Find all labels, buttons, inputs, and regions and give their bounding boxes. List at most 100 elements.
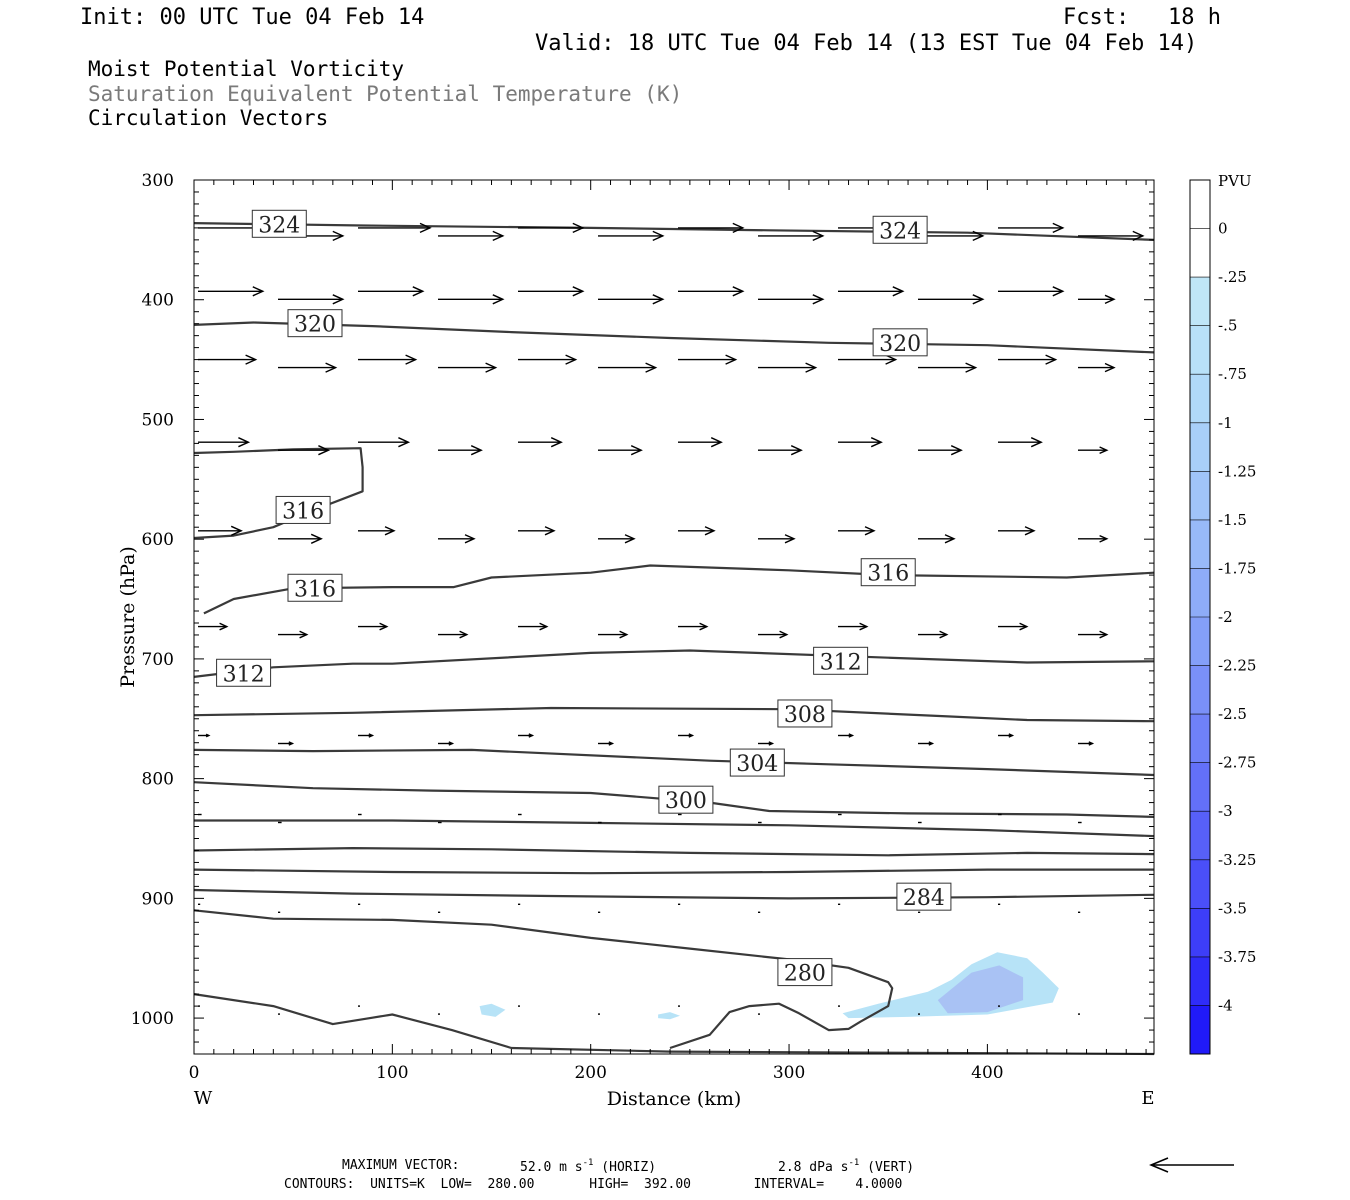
circulation-vector: [678, 354, 738, 365]
vector-head: [1132, 230, 1145, 242]
vector-head: [419, 222, 432, 234]
vector-head: [539, 622, 549, 631]
colorbar-label: -3.25: [1218, 851, 1256, 869]
colorbar-label: -1.5: [1218, 511, 1247, 529]
circulation-vector: [198, 437, 251, 448]
circulation-vector: [278, 445, 331, 456]
vector-head: [812, 294, 825, 305]
circulation-vector: [438, 741, 455, 746]
contour-label: 316: [275, 495, 331, 524]
contour-label-text: 320: [294, 313, 336, 338]
contour-label-box: [896, 882, 952, 911]
contour-label-box: [860, 558, 916, 587]
circulation-vector: [1078, 630, 1109, 639]
circulation-vector: [198, 354, 258, 365]
vector-head: [1088, 741, 1095, 746]
circulation-vector: [758, 534, 796, 544]
circulation-vector: [358, 526, 396, 536]
contour-label-box: [251, 209, 307, 238]
circulation-vector: [358, 286, 425, 297]
vector-head: [492, 230, 505, 242]
colorbar-swatch: [1190, 859, 1210, 909]
vector-head: [310, 533, 323, 544]
theta-es-contour-324: [193, 222, 1155, 241]
circulation-vector: [198, 525, 243, 536]
circulation-vector: [918, 294, 985, 305]
circulation-vector: [358, 354, 418, 365]
contour-label-box: [872, 215, 928, 244]
x-end-label-west: W: [194, 1088, 213, 1109]
vector-head: [1045, 354, 1058, 365]
theta-es-contour-296: [194, 819, 1155, 838]
circulation-vector: [678, 286, 745, 297]
circulation-vector: [918, 534, 956, 544]
colorbar-label: -2: [1218, 608, 1233, 626]
contour-label-text: 280: [784, 962, 826, 987]
vector-head: [405, 354, 418, 365]
colorbar-swatch: [1190, 956, 1210, 1006]
colorbar-swatch: [1190, 180, 1210, 229]
circulation-vector: [758, 362, 818, 373]
vector-head: [624, 534, 636, 544]
vector-head: [448, 741, 455, 746]
colorbar-label: -1.25: [1218, 462, 1256, 480]
contour-label: 324: [872, 215, 928, 244]
contour-label-text: 284: [903, 886, 945, 911]
circulation-vector: [918, 445, 963, 456]
vector-head: [784, 534, 796, 544]
plot-frame: [193, 179, 1155, 1055]
x-tick-label: 400: [971, 1063, 1003, 1083]
contour-label-text: 300: [665, 789, 707, 814]
colorbar-label: -.75: [1218, 365, 1247, 383]
circulation-vector: [838, 526, 876, 536]
valid-time: Valid: 18 UTC Tue 04 Feb 14 (13 EST Tue …: [535, 31, 1198, 56]
vector-head: [652, 230, 665, 242]
vector-head: [1099, 446, 1109, 455]
max-vector-vert-value: 2.8 dPa s: [778, 1160, 849, 1175]
vector-head: [565, 354, 578, 365]
y-tick-label: 400: [142, 291, 174, 311]
y-tick-label: 700: [142, 650, 174, 670]
colorbar-swatch: [1190, 762, 1210, 812]
colorbar-swatch: [1190, 325, 1210, 375]
colorbar-swatch: [1190, 1005, 1210, 1054]
circulation-vector: [518, 622, 549, 631]
vector-head: [1104, 362, 1116, 373]
colorbar-swatch: [1190, 714, 1210, 763]
circulation-vector: [278, 741, 295, 746]
circulation-vector: [918, 630, 949, 639]
circulation-vector: [998, 437, 1043, 448]
circulation-vector: [918, 230, 985, 242]
circulation-vector: [358, 733, 375, 738]
colorbar-label: -2.5: [1218, 705, 1247, 723]
vector-head: [379, 622, 389, 631]
contour-label-box: [287, 573, 343, 602]
vector-head: [332, 294, 345, 305]
contour-label: 284: [896, 882, 952, 911]
contour-label-text: 316: [282, 499, 324, 524]
circulation-vector: [1078, 446, 1109, 455]
pv-shade-region: [479, 1003, 506, 1017]
theta-es-contour-288: [193, 868, 1154, 875]
theta-es-contour-316: [203, 564, 1155, 615]
circulation-vector: [518, 222, 585, 234]
vector-head: [544, 526, 556, 536]
vector-head: [950, 445, 963, 456]
contour-label: 300: [658, 785, 714, 814]
circulation-vector: [358, 622, 389, 631]
contour-label-box: [729, 748, 785, 777]
colorbar-swatch: [1190, 374, 1210, 423]
contour-label: 316: [287, 573, 343, 602]
theta-es-contour-312: [193, 649, 1155, 678]
vector-head: [805, 362, 818, 373]
x-axis-label: Distance (km): [607, 1088, 742, 1110]
circulation-vector: [758, 445, 803, 456]
circulation-vector: [998, 354, 1058, 365]
vector-head: [1052, 286, 1065, 297]
circulation-vector: [598, 445, 643, 456]
vector-head: [245, 354, 258, 365]
circulation-vector: [998, 222, 1065, 234]
vector-layer: [198, 222, 1145, 1015]
vector-head: [288, 741, 295, 746]
pv-shade-region: [658, 1012, 680, 1020]
